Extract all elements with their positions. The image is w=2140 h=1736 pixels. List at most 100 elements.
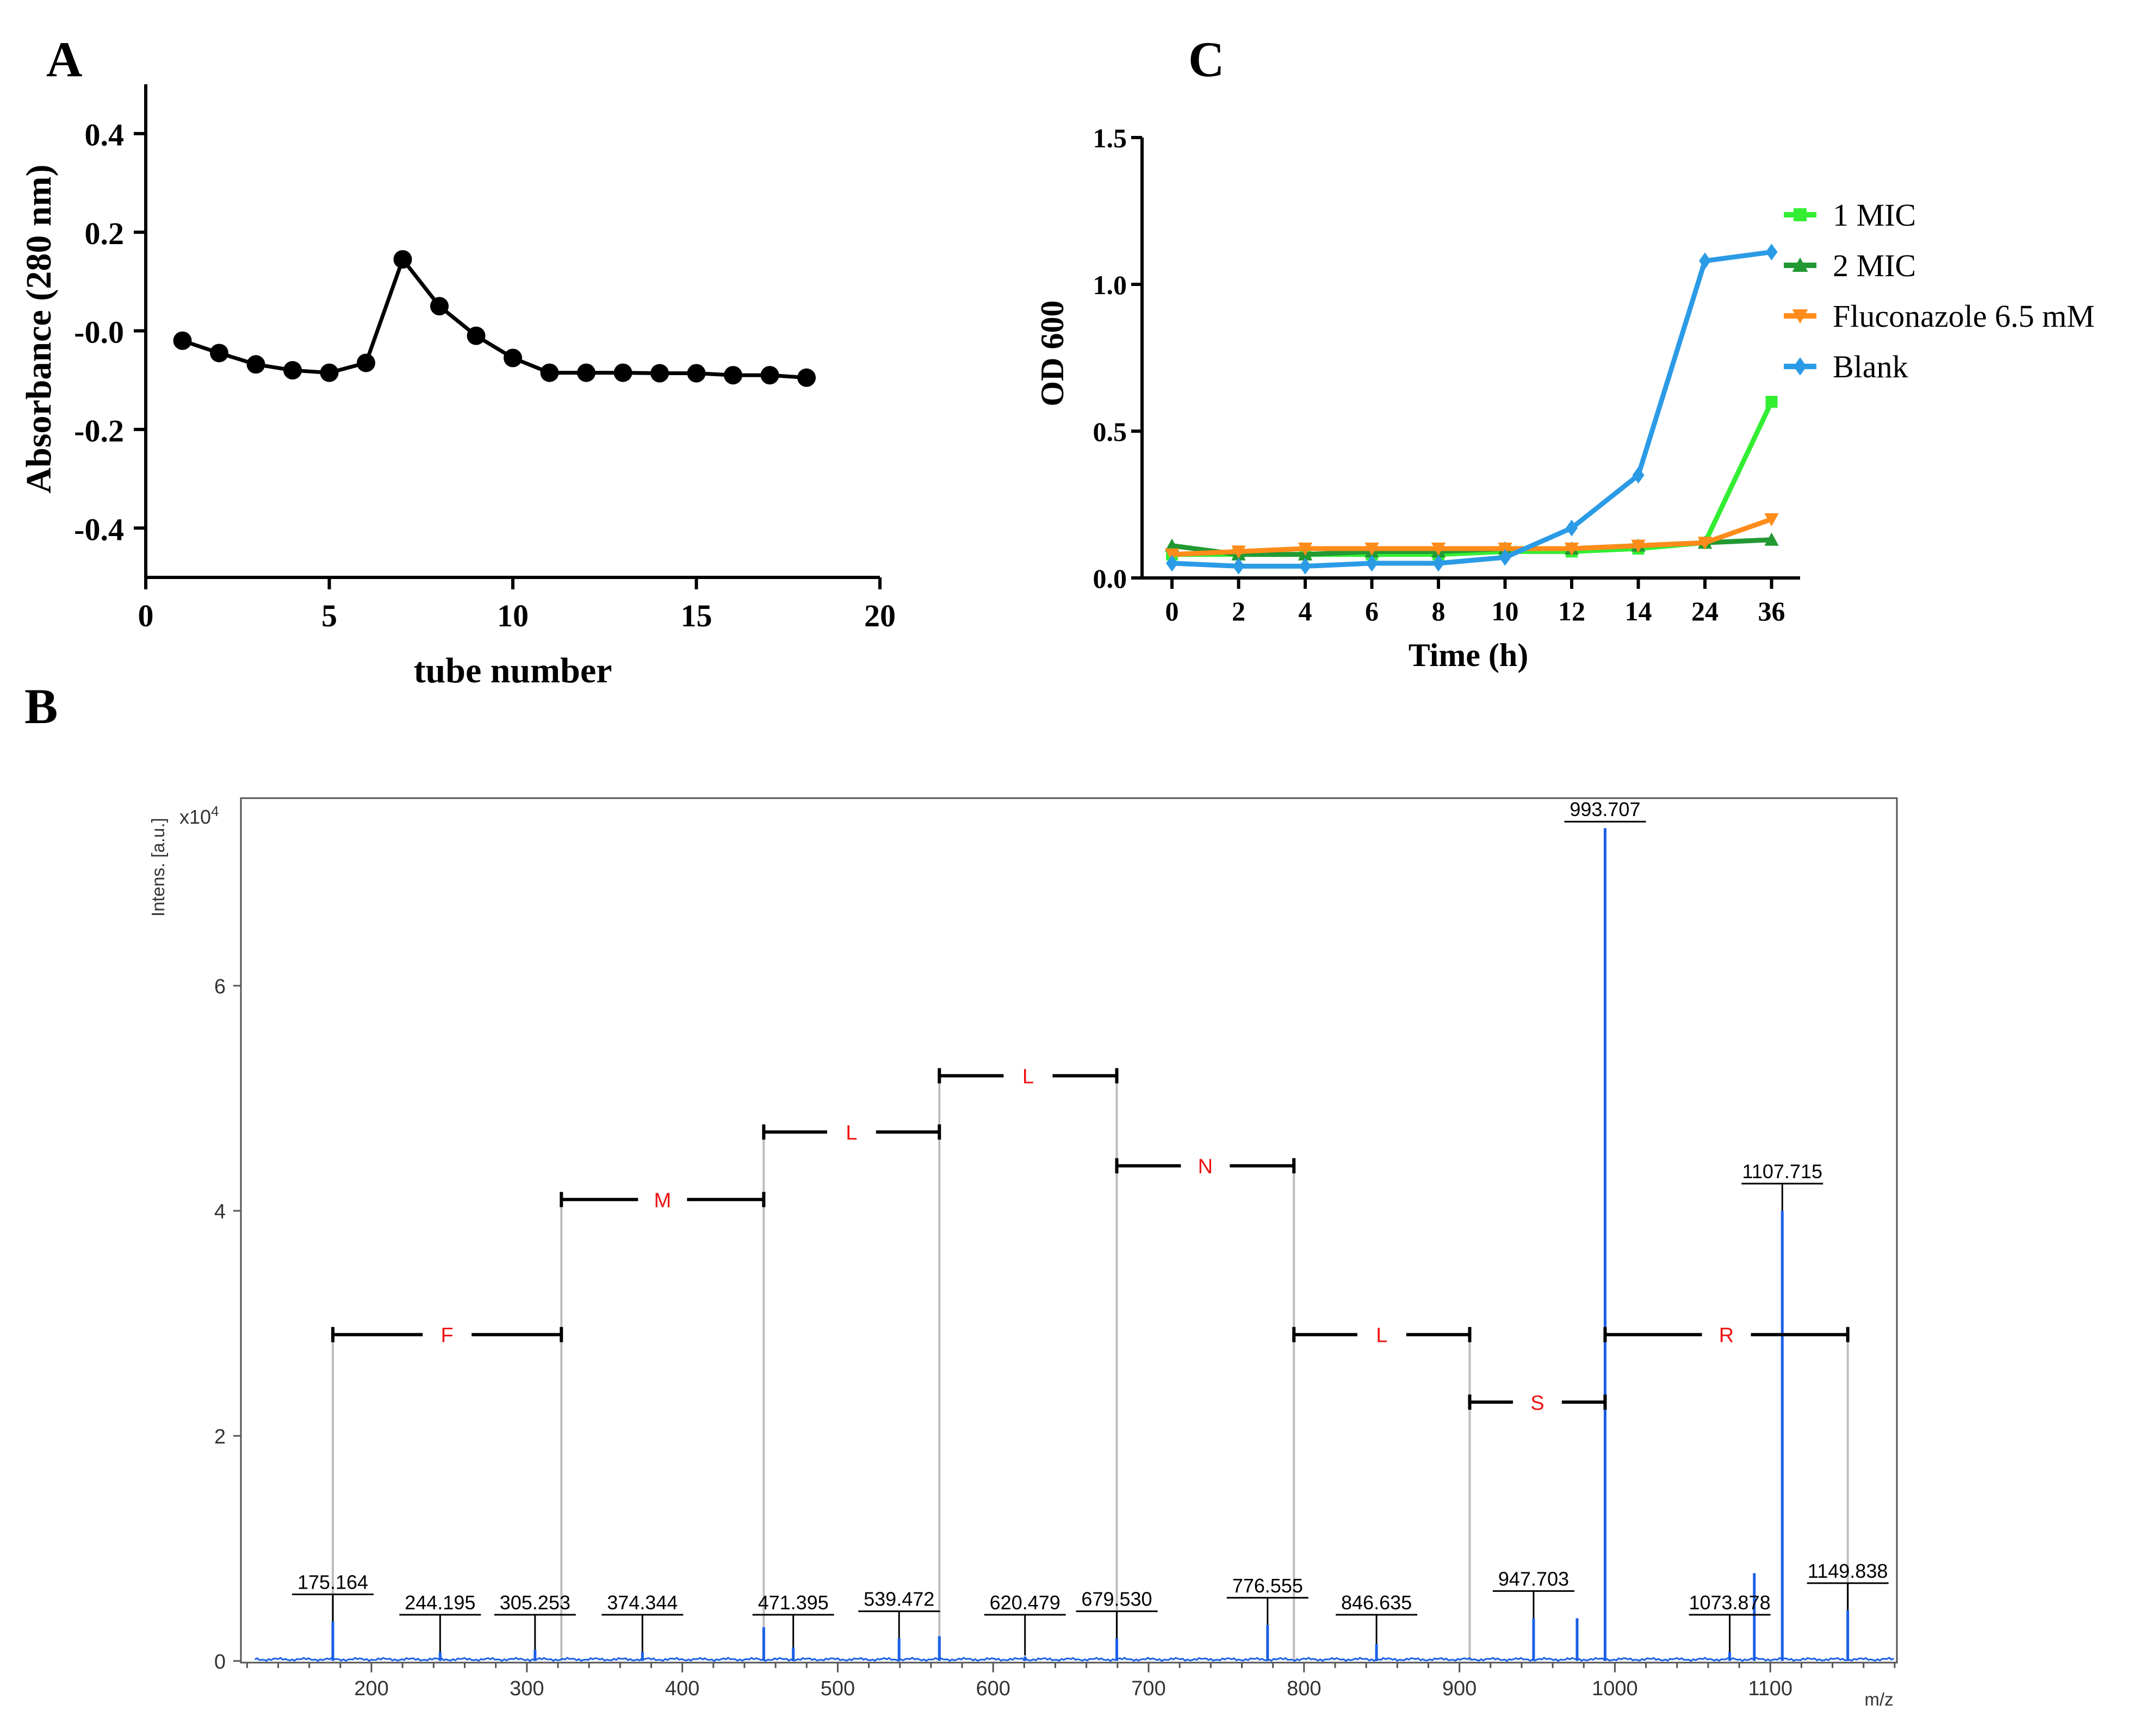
chart-a-data-point bbox=[650, 364, 669, 383]
chart-b-x-tick-label: 700 bbox=[1131, 1677, 1165, 1700]
chart-c-data-point bbox=[1166, 555, 1178, 572]
chart-c-data-point bbox=[1298, 543, 1313, 556]
chart-c-x-tick-label: 12 bbox=[1558, 596, 1585, 626]
chart-a-data-point bbox=[430, 297, 449, 316]
chart-b-x-axis-title: m/z bbox=[1864, 1689, 1893, 1709]
chart-c-y-tick-label: 0.5 bbox=[1093, 416, 1127, 447]
chart-a-data-point bbox=[393, 250, 412, 269]
chart-c-x-tick-label: 24 bbox=[1691, 596, 1719, 626]
chart-c-y-tick-label: 0.0 bbox=[1093, 563, 1127, 594]
chart-a-x-axis-title: tube number bbox=[414, 651, 612, 690]
chart-b-y-multiplier: x104 bbox=[179, 803, 219, 828]
chart-b-peak-label: 620.479 bbox=[984, 1591, 1066, 1656]
chart-b-fragment-label: N bbox=[1198, 1155, 1213, 1178]
chart-a-data-point bbox=[357, 353, 375, 372]
chart-c-data-point bbox=[1364, 543, 1379, 556]
chart-c-legend-marker bbox=[1794, 357, 1807, 376]
chart-c-data-point bbox=[1699, 252, 1711, 270]
chart-c-legend-item: 1 MIC bbox=[1784, 197, 1916, 233]
panel-label-c: C bbox=[1188, 32, 1224, 87]
chart-b-fragment-label: L bbox=[1376, 1324, 1387, 1347]
chart-a-y-tick-label: -0.0 bbox=[74, 315, 124, 350]
chart-c-series-line bbox=[1171, 250, 1772, 569]
chart-b-peak-label-text: 846.635 bbox=[1341, 1591, 1412, 1614]
chart-b-peak-label: 846.635 bbox=[1336, 1591, 1418, 1644]
chart-b-peak-label-text: 305.253 bbox=[500, 1591, 570, 1614]
chart-a-data-point bbox=[467, 326, 486, 345]
chart-b-y-tick-label: 0 bbox=[214, 1651, 226, 1673]
chart-c-x-tick-label: 2 bbox=[1232, 596, 1245, 626]
chart-b-x-tick-label: 500 bbox=[821, 1677, 855, 1700]
chart-a-x-tick-label: 5 bbox=[321, 598, 337, 633]
chart-b-peak-label-text: 244.195 bbox=[405, 1591, 475, 1614]
chart-b-peak-label-text: 175.164 bbox=[297, 1571, 368, 1594]
chart-b-fragment: S bbox=[1468, 1392, 1607, 1415]
chart-c-y-tick-label: 1.0 bbox=[1093, 270, 1127, 300]
chart-b-peak-label: 244.195 bbox=[399, 1591, 481, 1652]
chart-b-fragment-label: R bbox=[1719, 1324, 1734, 1347]
chart-c-data-point bbox=[1164, 538, 1180, 552]
chart-a-x-tick-label: 0 bbox=[138, 598, 154, 633]
chart-c-legend-marker bbox=[1792, 309, 1808, 324]
chart-c-data-point bbox=[1366, 555, 1378, 572]
chart-b-peak-label-text: 947.703 bbox=[1498, 1567, 1569, 1590]
chart-c-data-point bbox=[1764, 532, 1779, 546]
chart-c-data-point bbox=[1431, 543, 1446, 556]
chart-b-peak-label-text: 620.479 bbox=[990, 1591, 1060, 1614]
chart-c-legend-label: 1 MIC bbox=[1833, 197, 1916, 233]
chart-c-x-tick-label: 6 bbox=[1365, 596, 1379, 626]
chart-b-peak-label: 1073.878 bbox=[1689, 1591, 1771, 1652]
chart-b-peak-label-text: 776.555 bbox=[1232, 1575, 1303, 1597]
chart-c-x-tick-label: 14 bbox=[1625, 596, 1652, 626]
chart-c-data-point bbox=[1499, 549, 1511, 566]
chart-b-x-tick-label: 300 bbox=[510, 1677, 544, 1700]
chart-b-fragment: L bbox=[762, 1122, 941, 1144]
chart-b-peak-label: 993.707 bbox=[1564, 798, 1646, 823]
chart-b-peak-label: 471.395 bbox=[752, 1591, 834, 1648]
chart-b-fragment: F bbox=[331, 1324, 563, 1347]
chart-a-data-point bbox=[760, 366, 779, 385]
chart-a-data-point bbox=[540, 363, 559, 382]
chart-c-x-tick-label: 36 bbox=[1758, 596, 1785, 626]
chart-c-legend-item: Fluconazole 6.5 mM bbox=[1784, 298, 2095, 334]
chart-c-x-tick-label: 4 bbox=[1299, 596, 1312, 626]
chart-c-data-point bbox=[1566, 519, 1578, 537]
chart-b-y-tick-label: 4 bbox=[214, 1200, 226, 1223]
chart-b-fragment: L bbox=[938, 1066, 1119, 1088]
chart-b-fragment: M bbox=[560, 1189, 766, 1212]
chart-b-peak-label: 539.472 bbox=[858, 1588, 940, 1639]
chart-a-y-tick-label: 0.2 bbox=[85, 216, 125, 251]
chart-a-data-point bbox=[210, 344, 228, 363]
chart-c-data-point bbox=[1232, 558, 1245, 575]
chart-b-fragment: L bbox=[1292, 1324, 1472, 1347]
chart-b-x-tick-label: 200 bbox=[354, 1677, 388, 1700]
chart-b-x-tick-label: 600 bbox=[976, 1677, 1010, 1700]
chart-c-legend-label: 2 MIC bbox=[1833, 248, 1916, 283]
chart-a-data-point bbox=[577, 363, 596, 382]
chart-b-x-tick-label: 400 bbox=[665, 1677, 699, 1700]
chart-b-y-axis-title: Intens. [a.u.] bbox=[148, 818, 168, 917]
chart-a-x-tick-label: 15 bbox=[681, 598, 712, 633]
chart-b-mass-spectrum: 0 2 4 6 200 300 400 500 600 700 800 900 1000 1100 In… bbox=[148, 797, 1898, 1709]
chart-a-y-tick-label: -0.2 bbox=[74, 413, 124, 449]
chart-b-peak-label: 1149.838 bbox=[1807, 1560, 1889, 1610]
chart-b-peak-label-text: 1073.878 bbox=[1689, 1591, 1770, 1614]
chart-a-y-tick-label: 0.4 bbox=[85, 117, 125, 153]
chart-c-data-point bbox=[1765, 396, 1778, 408]
chart-a-x-tick-label: 20 bbox=[864, 598, 896, 633]
chart-c-data-point bbox=[1632, 466, 1645, 484]
chart-b-peak-label: 947.703 bbox=[1492, 1567, 1574, 1619]
panel-label-b: B bbox=[24, 679, 58, 734]
chart-b-peak-label: 175.164 bbox=[292, 1571, 374, 1622]
chart-b-peak-label-text: 1107.715 bbox=[1742, 1160, 1822, 1183]
chart-c-legend-marker bbox=[1794, 208, 1807, 221]
chart-b-frame bbox=[240, 797, 1898, 1664]
chart-c-y-tick-label: 1.5 bbox=[1093, 123, 1127, 153]
chart-a-y-tick-label: -0.4 bbox=[74, 512, 124, 547]
chart-b-fragment-label: M bbox=[654, 1189, 671, 1212]
chart-b-fragment: R bbox=[1603, 1324, 1850, 1347]
chart-b-peak-label: 776.555 bbox=[1226, 1575, 1308, 1625]
chart-b-baseline bbox=[254, 1657, 1895, 1662]
chart-a-data-point bbox=[613, 363, 632, 382]
